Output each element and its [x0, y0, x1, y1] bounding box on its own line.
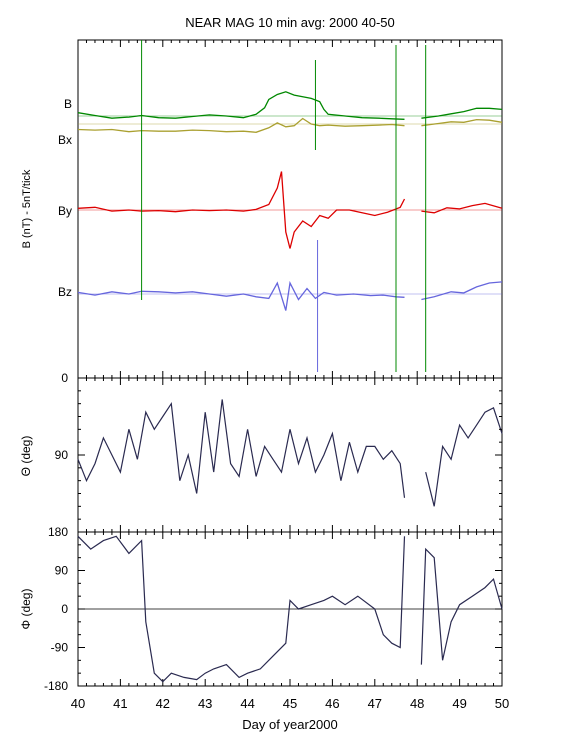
x-axis-label: Day of year2000 [242, 717, 337, 732]
series-line-by [77, 171, 503, 249]
y-tick-label-3: 180 [48, 525, 68, 539]
x-tick-label: 50 [495, 696, 509, 711]
legend-label-by: By [58, 204, 72, 218]
x-tick-label: 43 [198, 696, 212, 711]
y-axis-label-2: Θ (deg) [19, 436, 33, 477]
legend-label-b: B [64, 97, 72, 111]
y-tick-label-3: 0 [61, 602, 68, 616]
figure-title: NEAR MAG 10 min avg: 2000 40-50 [185, 15, 395, 30]
x-tick-label: 40 [71, 696, 85, 711]
x-tick-label: 44 [240, 696, 254, 711]
theta-series-line [77, 399, 503, 507]
series-line-bz [77, 280, 503, 311]
x-tick-label: 48 [410, 696, 424, 711]
y-tick-label-1: 0 [61, 371, 68, 385]
x-tick-label: 46 [325, 696, 339, 711]
x-tick-label: 42 [156, 696, 170, 711]
y-tick-label-2: 90 [55, 448, 69, 462]
y-tick-label-3: -90 [51, 641, 69, 655]
x-tick-label: 47 [368, 696, 382, 711]
phi-series-line [77, 535, 503, 683]
y-tick-label-3: -180 [44, 679, 68, 693]
panel-frame-2 [77, 377, 503, 533]
series-line-b [77, 91, 503, 120]
x-tick-label: 41 [113, 696, 127, 711]
y-axis-label-3: Φ (deg) [19, 589, 33, 630]
x-tick-label: 45 [283, 696, 297, 711]
x-tick-label: 49 [452, 696, 466, 711]
legend-label-bx: Bx [58, 133, 72, 147]
y-axis-label-1: B (nT) - 5nT/tick [21, 169, 33, 248]
legend-label-bz: Bz [58, 285, 72, 299]
y-tick-label-3: 90 [55, 564, 69, 578]
